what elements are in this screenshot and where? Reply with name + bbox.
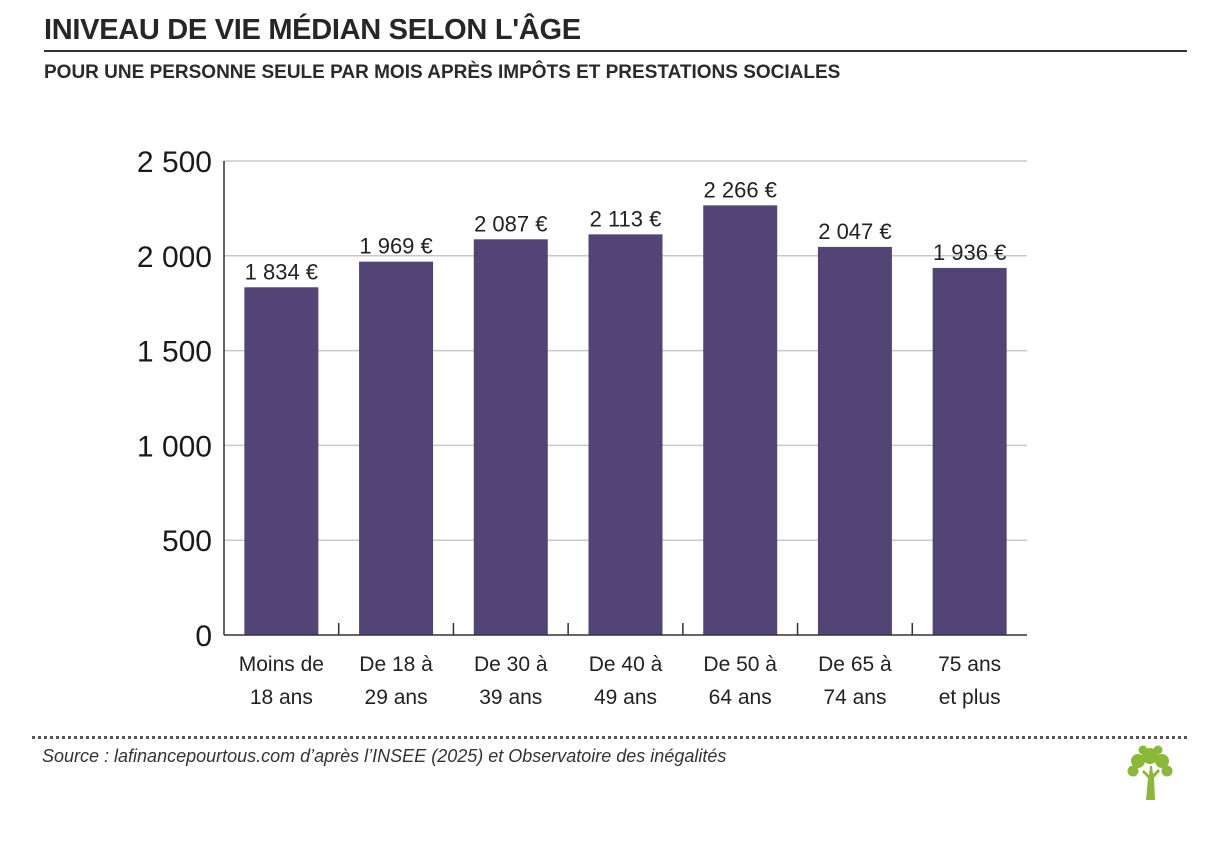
data-label: 1 834 € [245, 259, 318, 284]
data-label: 2 087 € [474, 211, 547, 236]
footer-divider [32, 736, 1187, 739]
chart-subtitle: POUR UNE PERSONNE SEULE PAR MOIS APRÈS I… [44, 62, 841, 83]
data-label: 1 936 € [933, 240, 1006, 265]
title-divider [44, 50, 1187, 52]
axes [223, 161, 1027, 636]
x-tick-label: De 18 à 29 ans [359, 653, 433, 709]
data-label: 2 113 € [590, 206, 662, 231]
tree-icon [1127, 745, 1173, 800]
x-tick-label: De 30 à 39 ans [474, 653, 548, 709]
bar [359, 261, 434, 635]
bar [588, 234, 663, 636]
y-tick-label: 2 500 [137, 146, 212, 179]
x-tick-label: Moins de 18 ans [239, 653, 324, 709]
x-tick-label: De 40 à 49 ans [589, 653, 663, 709]
data-label: 1 969 € [359, 234, 432, 259]
y-tick-label: 1 500 [137, 336, 212, 369]
bar [817, 246, 892, 635]
labels: 0 500 1 000 1 500 2 000 2 500 1 834 € Moins de 1… [137, 146, 1006, 709]
x-tick-label: De 65 à 74 ans [818, 653, 892, 709]
chart-title: INIVEAU DE VIE MÉDIAN SELON L'ÂGE [44, 14, 581, 46]
bar [703, 205, 778, 635]
x-tick-label: De 50 à 64 ans [703, 653, 777, 709]
y-tick-label: 0 [195, 620, 212, 653]
y-tick-label: 2 000 [137, 241, 212, 274]
y-tick-label: 1 000 [137, 430, 212, 463]
source-note: Source : lafinancepourtous.com d’après l… [42, 746, 727, 766]
bar [244, 287, 319, 635]
x-tick-label: 75 ans et plus [938, 653, 1001, 709]
bars [244, 205, 1007, 636]
bar [473, 239, 548, 635]
bar [932, 267, 1007, 635]
data-label: 2 266 € [704, 177, 777, 202]
y-tick-label: 500 [162, 525, 212, 558]
data-label: 2 047 € [818, 219, 891, 244]
